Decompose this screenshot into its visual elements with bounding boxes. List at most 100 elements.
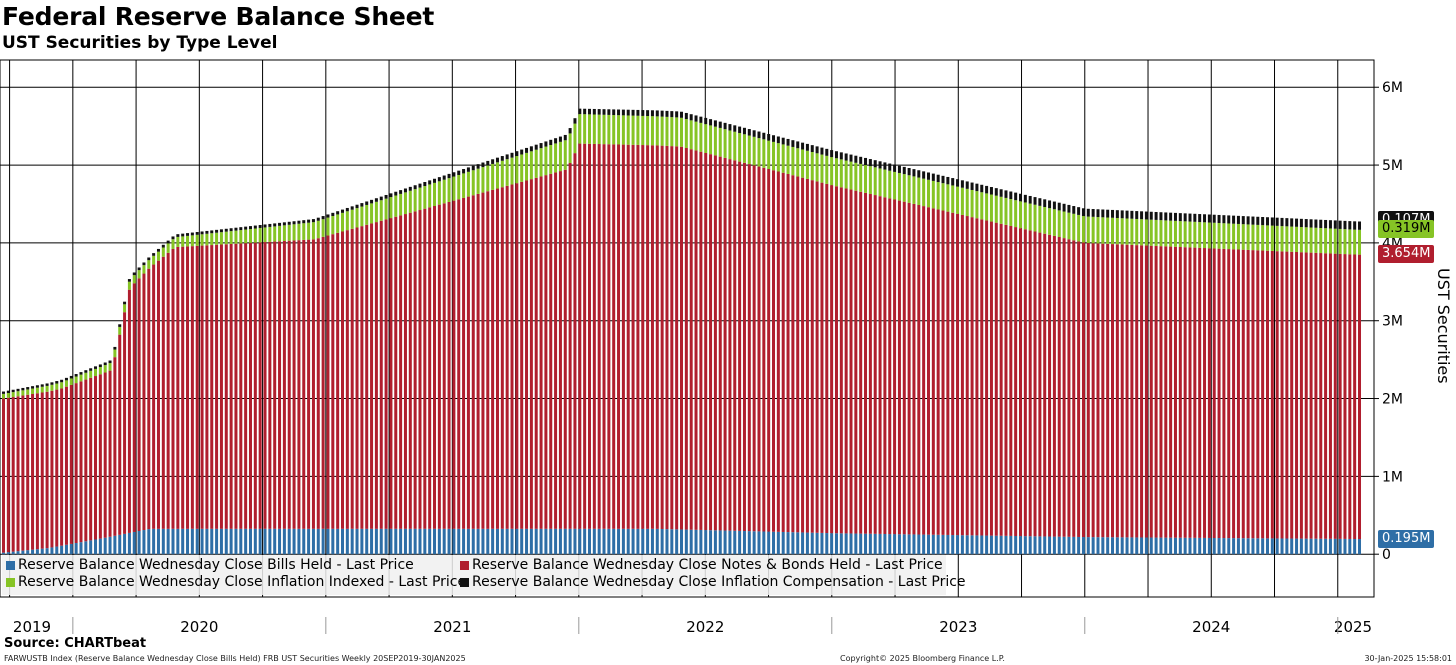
x-tick-label: 2025 (1334, 618, 1372, 636)
bar-0 (355, 528, 359, 555)
bar-3 (926, 172, 930, 180)
bar-0 (733, 530, 737, 555)
bar-3 (820, 147, 824, 155)
bar-3 (186, 233, 190, 236)
bar-1 (810, 180, 814, 533)
bar-2 (549, 144, 553, 174)
bar-3 (1222, 215, 1226, 224)
bar-3 (495, 157, 499, 163)
bar-3 (307, 219, 311, 223)
bar-0 (190, 528, 194, 555)
bar-1 (253, 242, 257, 529)
bar-1 (345, 230, 349, 529)
bar-2 (1159, 220, 1163, 247)
bar-3 (365, 201, 369, 205)
bar-1 (1198, 247, 1202, 538)
bar-2 (820, 154, 824, 183)
bar-0 (452, 528, 456, 555)
bar-2 (64, 380, 68, 387)
bar-3 (466, 167, 470, 172)
bar-2 (113, 349, 117, 358)
bar-2 (389, 197, 393, 219)
bar-1 (447, 201, 451, 529)
bar-2 (810, 152, 814, 181)
bar-1 (1019, 228, 1023, 537)
bar-3 (442, 175, 446, 180)
bar-0 (1178, 537, 1182, 555)
y-axis-title: UST Securities (1434, 268, 1453, 384)
bar-3 (1343, 220, 1347, 230)
bar-3 (1149, 211, 1153, 220)
bar-3 (854, 155, 858, 163)
bar-2 (1241, 224, 1245, 250)
bar-0 (1358, 539, 1362, 555)
bar-3 (941, 175, 945, 184)
bar-3 (883, 162, 887, 170)
bar-3 (878, 161, 882, 169)
bar-0 (646, 528, 650, 555)
bar-3 (26, 387, 30, 390)
bar-2 (1077, 214, 1081, 242)
bar-1 (757, 166, 761, 532)
bar-1 (360, 226, 364, 529)
bar-3 (156, 248, 160, 252)
bar-0 (64, 544, 68, 555)
bar-0 (258, 528, 262, 555)
bar-1 (147, 268, 151, 530)
bar-2 (1135, 218, 1139, 246)
bar-0 (1314, 538, 1318, 555)
bar-0 (1140, 537, 1144, 555)
bar-2 (834, 158, 838, 187)
bar-3 (665, 110, 669, 117)
bar-3 (670, 111, 674, 118)
bar-2 (94, 368, 98, 377)
bar-2 (660, 116, 664, 146)
bar-2 (365, 204, 369, 225)
bar-0 (466, 528, 470, 555)
bar-1 (1314, 252, 1318, 539)
bar-0 (994, 535, 998, 555)
bar-2 (525, 152, 529, 181)
bar-3 (742, 127, 746, 135)
bar-3 (413, 185, 417, 190)
bar-2 (355, 208, 359, 228)
bar-2 (747, 135, 751, 165)
bar-3 (1270, 217, 1274, 226)
bar-2 (786, 145, 790, 174)
bar-2 (360, 206, 364, 227)
bar-3 (1101, 209, 1105, 218)
bar-2 (341, 212, 345, 232)
bar-2 (161, 247, 165, 257)
bar-1 (854, 190, 858, 534)
bar-0 (854, 533, 858, 555)
bar-0 (471, 528, 475, 555)
bar-0 (873, 533, 877, 555)
bar-3 (1096, 209, 1100, 218)
bar-0 (1256, 538, 1260, 555)
bar-0 (457, 528, 461, 555)
bar-1 (1261, 250, 1265, 539)
bar-0 (626, 528, 630, 555)
bar-3 (805, 143, 809, 151)
bar-3 (1217, 214, 1221, 224)
bar-0 (922, 534, 926, 555)
bar-1 (834, 186, 838, 534)
bar-2 (331, 216, 335, 235)
bar-2 (302, 223, 306, 240)
bar-0 (350, 528, 354, 555)
bar-3 (108, 360, 112, 364)
bar-3 (418, 183, 422, 188)
bar-1 (684, 147, 688, 530)
bar-3 (510, 152, 514, 158)
bar-1 (428, 207, 432, 529)
bar-1 (1212, 248, 1216, 538)
bar-2 (1178, 221, 1182, 247)
bar-2 (1154, 219, 1158, 246)
bar-2 (1057, 210, 1061, 238)
bar-2 (1246, 224, 1250, 250)
bar-1 (544, 175, 548, 529)
bar-2 (321, 219, 325, 237)
bar-1 (152, 264, 156, 529)
bar-1 (60, 388, 64, 546)
bar-0 (525, 528, 529, 555)
